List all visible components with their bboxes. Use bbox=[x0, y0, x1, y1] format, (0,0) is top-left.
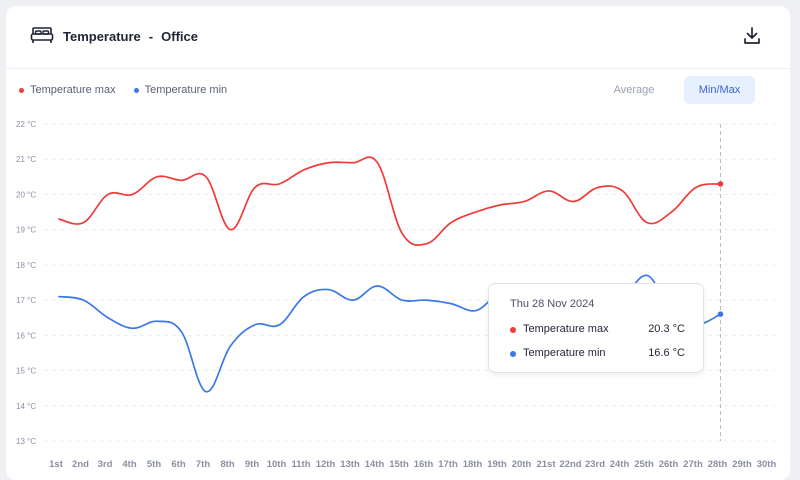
card-title: Temperature - Office bbox=[63, 29, 198, 44]
tooltip-dot-min bbox=[510, 351, 516, 357]
legend-item-max[interactable]: Temperature max bbox=[19, 84, 116, 96]
download-icon[interactable] bbox=[742, 26, 762, 46]
metric-name: Temperature bbox=[63, 29, 141, 44]
tooltip-value-max: 20.3 °C bbox=[648, 323, 685, 335]
legend-item-min[interactable]: Temperature min bbox=[133, 84, 228, 96]
tooltip-date: Thu 28 Nov 2024 bbox=[510, 298, 595, 310]
chart-tooltip: Thu 28 Nov 2024 Temperature max 20.3 °C … bbox=[488, 283, 704, 373]
bed-icon bbox=[30, 27, 54, 43]
chart-card: Temperature - Office bbox=[6, 6, 790, 480]
legend-label-max: Temperature max bbox=[30, 84, 116, 96]
tooltip-value-min: 16.6 °C bbox=[648, 347, 685, 359]
legend-dot-min bbox=[133, 87, 139, 93]
legend-dot-max bbox=[19, 87, 24, 93]
tooltip-label-min: Temperature min bbox=[523, 347, 606, 359]
legend-label-min: Temperature min bbox=[144, 84, 228, 96]
tooltip-label-max: Temperature max bbox=[523, 323, 609, 335]
title-separator: - bbox=[148, 29, 154, 44]
location-name: Office bbox=[161, 29, 198, 44]
minmax-toggle[interactable]: Min/Max bbox=[684, 76, 755, 104]
tooltip-dot-max bbox=[510, 327, 516, 333]
average-toggle[interactable]: Average bbox=[613, 84, 655, 96]
card-header: Temperature - Office bbox=[6, 6, 790, 69]
chart-legend: Temperature max Temperature min bbox=[19, 84, 227, 96]
